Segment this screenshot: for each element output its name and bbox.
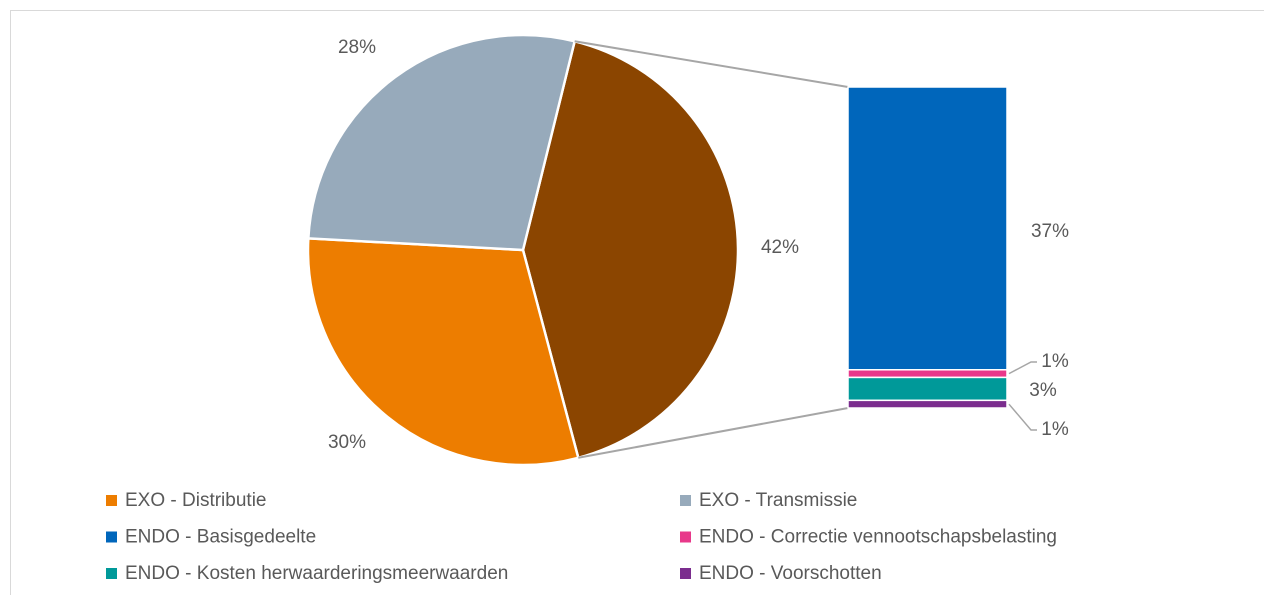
connector-line bbox=[578, 407, 849, 459]
bar-label: 3% bbox=[1029, 380, 1057, 401]
bar-segment bbox=[847, 369, 1008, 379]
legend-label: ENDO - Kosten herwaarderingsmeerwaarden bbox=[125, 563, 508, 584]
legend-label: EXO - Distributie bbox=[125, 490, 266, 511]
legend-swatch bbox=[106, 495, 117, 506]
bar-label: 1% bbox=[1041, 419, 1069, 440]
legend-label: EXO - Transmissie bbox=[699, 490, 857, 511]
legend-label: ENDO - Voorschotten bbox=[699, 563, 882, 584]
leader-line bbox=[1008, 403, 1037, 431]
pie-slice bbox=[306, 33, 577, 252]
pie-label: 42% bbox=[761, 237, 799, 258]
bar-label: 1% bbox=[1041, 351, 1069, 372]
leader-line bbox=[1008, 361, 1037, 375]
bar-segment bbox=[847, 86, 1008, 371]
bar-segment bbox=[847, 399, 1008, 409]
legend-swatch bbox=[106, 568, 117, 579]
connector-line bbox=[574, 40, 849, 88]
legend-swatch bbox=[680, 531, 691, 543]
legend-label: ENDO - Correctie vennootschapsbelasting bbox=[699, 527, 1057, 548]
legend-swatch bbox=[680, 568, 691, 579]
legend-swatch bbox=[680, 495, 691, 506]
pie-label: 30% bbox=[328, 432, 366, 453]
pie-label: 28% bbox=[338, 37, 376, 58]
bar-label: 37% bbox=[1031, 221, 1069, 242]
bar-segment bbox=[847, 376, 1008, 402]
pie-slice bbox=[306, 237, 580, 467]
legend-label: ENDO - Basisgedeelte bbox=[125, 527, 316, 548]
pie-slice bbox=[521, 39, 740, 460]
legend-swatch bbox=[106, 531, 117, 543]
chart-frame bbox=[10, 10, 1264, 595]
